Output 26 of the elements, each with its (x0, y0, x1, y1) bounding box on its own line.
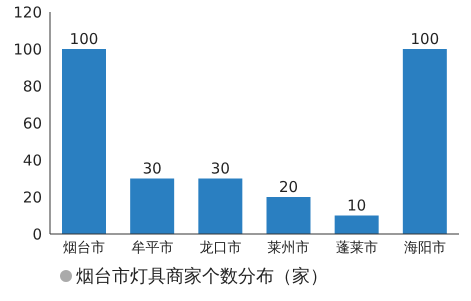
data-label: 30 (142, 160, 162, 178)
y-tick-label: 20 (22, 188, 42, 206)
bar (266, 197, 310, 234)
x-tick-label: 海阳市 (404, 240, 446, 256)
bar (198, 178, 242, 234)
x-tick-label: 牟平市 (131, 240, 174, 256)
y-tick-label: 60 (22, 114, 42, 132)
x-tick-label: 龙口市 (199, 240, 242, 256)
data-label: 10 (347, 196, 366, 214)
data-label: 100 (410, 30, 440, 48)
y-tick-label: 80 (22, 77, 42, 96)
data-label: 30 (210, 160, 230, 178)
y-tick-label: 120 (13, 3, 42, 22)
data-label: 100 (70, 30, 98, 48)
bar (402, 49, 447, 234)
text: 烟台市灯具商家个数分布（家） (76, 265, 328, 288)
bar (334, 216, 379, 234)
data-label: 20 (278, 178, 298, 196)
y-tick-label: 40 (22, 151, 42, 170)
x-tick-label: 烟台市 (63, 240, 106, 256)
x-tick-label: 莱州市 (268, 240, 310, 256)
bar (130, 178, 174, 234)
y-tick-label: 0 (32, 225, 42, 244)
x-tick-label: 蓬莱市 (336, 240, 378, 256)
y-tick-label: 100 (13, 40, 42, 58)
bar (62, 49, 106, 234)
